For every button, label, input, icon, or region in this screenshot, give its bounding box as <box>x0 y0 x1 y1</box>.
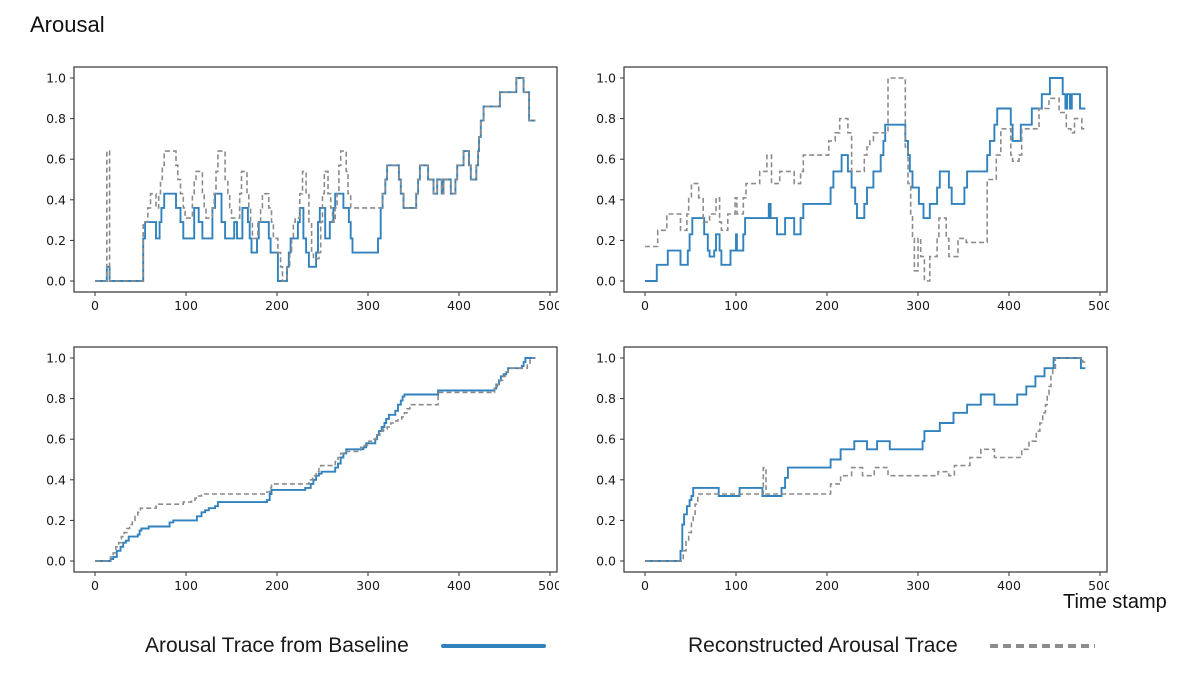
x-tick-label: 300 <box>356 298 380 313</box>
y-tick-label: 1.0 <box>596 351 616 366</box>
x-tick-label: 0 <box>91 578 99 593</box>
subplot-top-right: 0 100 200 300 400 500 0.0 0.2 0.4 0.6 0.8 1.0 <box>596 66 1109 313</box>
legend-item-baseline: Arousal Trace from Baseline <box>145 634 546 658</box>
y-tick-label: 0.0 <box>46 274 66 289</box>
y-tick-label: 0.6 <box>46 432 66 447</box>
y-tick-label: 1.0 <box>46 71 66 86</box>
y-tick-label: 0.2 <box>46 233 66 248</box>
y-tick-label: 0.4 <box>596 472 616 487</box>
y-tick-label: 0.8 <box>596 111 616 126</box>
legend-label-baseline: Arousal Trace from Baseline <box>145 634 409 657</box>
x-tick-label: 300 <box>356 578 380 593</box>
x-tick-label: 500 <box>538 298 559 313</box>
x-tick-label: 500 <box>538 578 559 593</box>
x-tick-label: 500 <box>1088 578 1109 593</box>
legend-label-reconstructed: Reconstructed Arousal Trace <box>688 634 958 657</box>
y-tick-label: 0.2 <box>596 513 616 528</box>
baseline-trace <box>95 77 536 282</box>
x-tick-label: 100 <box>724 578 748 593</box>
y-tick-label: 0.6 <box>596 152 616 167</box>
y-tick-label: 0.4 <box>46 472 66 487</box>
reconstructed-trace <box>95 77 536 282</box>
axes-frame <box>623 346 1108 573</box>
x-tick-label: 300 <box>906 578 930 593</box>
subplot-bottom-left: 0 100 200 300 400 500 0.0 0.2 0.4 0.6 0.8 1.0 <box>46 346 559 593</box>
y-tick-label: 0.8 <box>46 391 66 406</box>
subplot-bottom-right: 0 100 200 300 400 500 0.0 0.2 0.4 0.6 0.8 1.0 <box>596 346 1109 593</box>
y-tick-label: 0.8 <box>46 111 66 126</box>
legend-item-reconstructed: Reconstructed Arousal Trace <box>688 634 1095 658</box>
x-tick-label: 100 <box>174 578 198 593</box>
x-axis-label: Time stamp <box>1063 591 1167 613</box>
x-tick-label: 200 <box>265 578 289 593</box>
axes-frame <box>623 66 1108 293</box>
x-tick-label: 200 <box>815 298 839 313</box>
x-tick-label: 200 <box>265 298 289 313</box>
y-tick-label: 0.2 <box>46 513 66 528</box>
x-tick-label: 0 <box>641 578 649 593</box>
y-tick-label: 0.0 <box>596 274 616 289</box>
x-tick-label: 400 <box>447 298 471 313</box>
reconstructed-trace <box>645 357 1086 562</box>
baseline-trace <box>645 357 1086 562</box>
x-tick-label: 100 <box>174 298 198 313</box>
y-tick-label: 0.0 <box>46 554 66 569</box>
x-tick-label: 0 <box>91 298 99 313</box>
figure-title: Arousal <box>30 12 105 37</box>
reconstructed-trace <box>95 357 536 562</box>
y-tick-label: 0.4 <box>596 192 616 207</box>
x-tick-label: 400 <box>997 578 1021 593</box>
y-tick-label: 0.8 <box>596 391 616 406</box>
legend-dashed-line-swatch <box>989 644 1095 648</box>
legend-solid-line-swatch <box>440 644 546 648</box>
x-tick-label: 0 <box>641 298 649 313</box>
x-tick-label: 200 <box>815 578 839 593</box>
axes-frame <box>73 346 558 573</box>
subplot-top-left: 0 100 200 300 400 500 0.0 0.2 0.4 0.6 0.8 1.0 <box>46 66 559 313</box>
reconstructed-trace <box>645 77 1086 282</box>
baseline-trace <box>645 77 1086 282</box>
y-tick-label: 0.2 <box>596 233 616 248</box>
x-tick-label: 400 <box>997 298 1021 313</box>
axes-frame <box>73 66 558 293</box>
y-tick-label: 1.0 <box>596 71 616 86</box>
y-tick-label: 0.4 <box>46 192 66 207</box>
baseline-trace <box>95 357 536 562</box>
y-tick-label: 0.0 <box>596 554 616 569</box>
x-tick-label: 500 <box>1088 298 1109 313</box>
y-tick-label: 0.6 <box>596 432 616 447</box>
y-tick-label: 1.0 <box>46 351 66 366</box>
y-tick-label: 0.6 <box>46 152 66 167</box>
x-tick-label: 400 <box>447 578 471 593</box>
x-tick-label: 300 <box>906 298 930 313</box>
x-tick-label: 100 <box>724 298 748 313</box>
